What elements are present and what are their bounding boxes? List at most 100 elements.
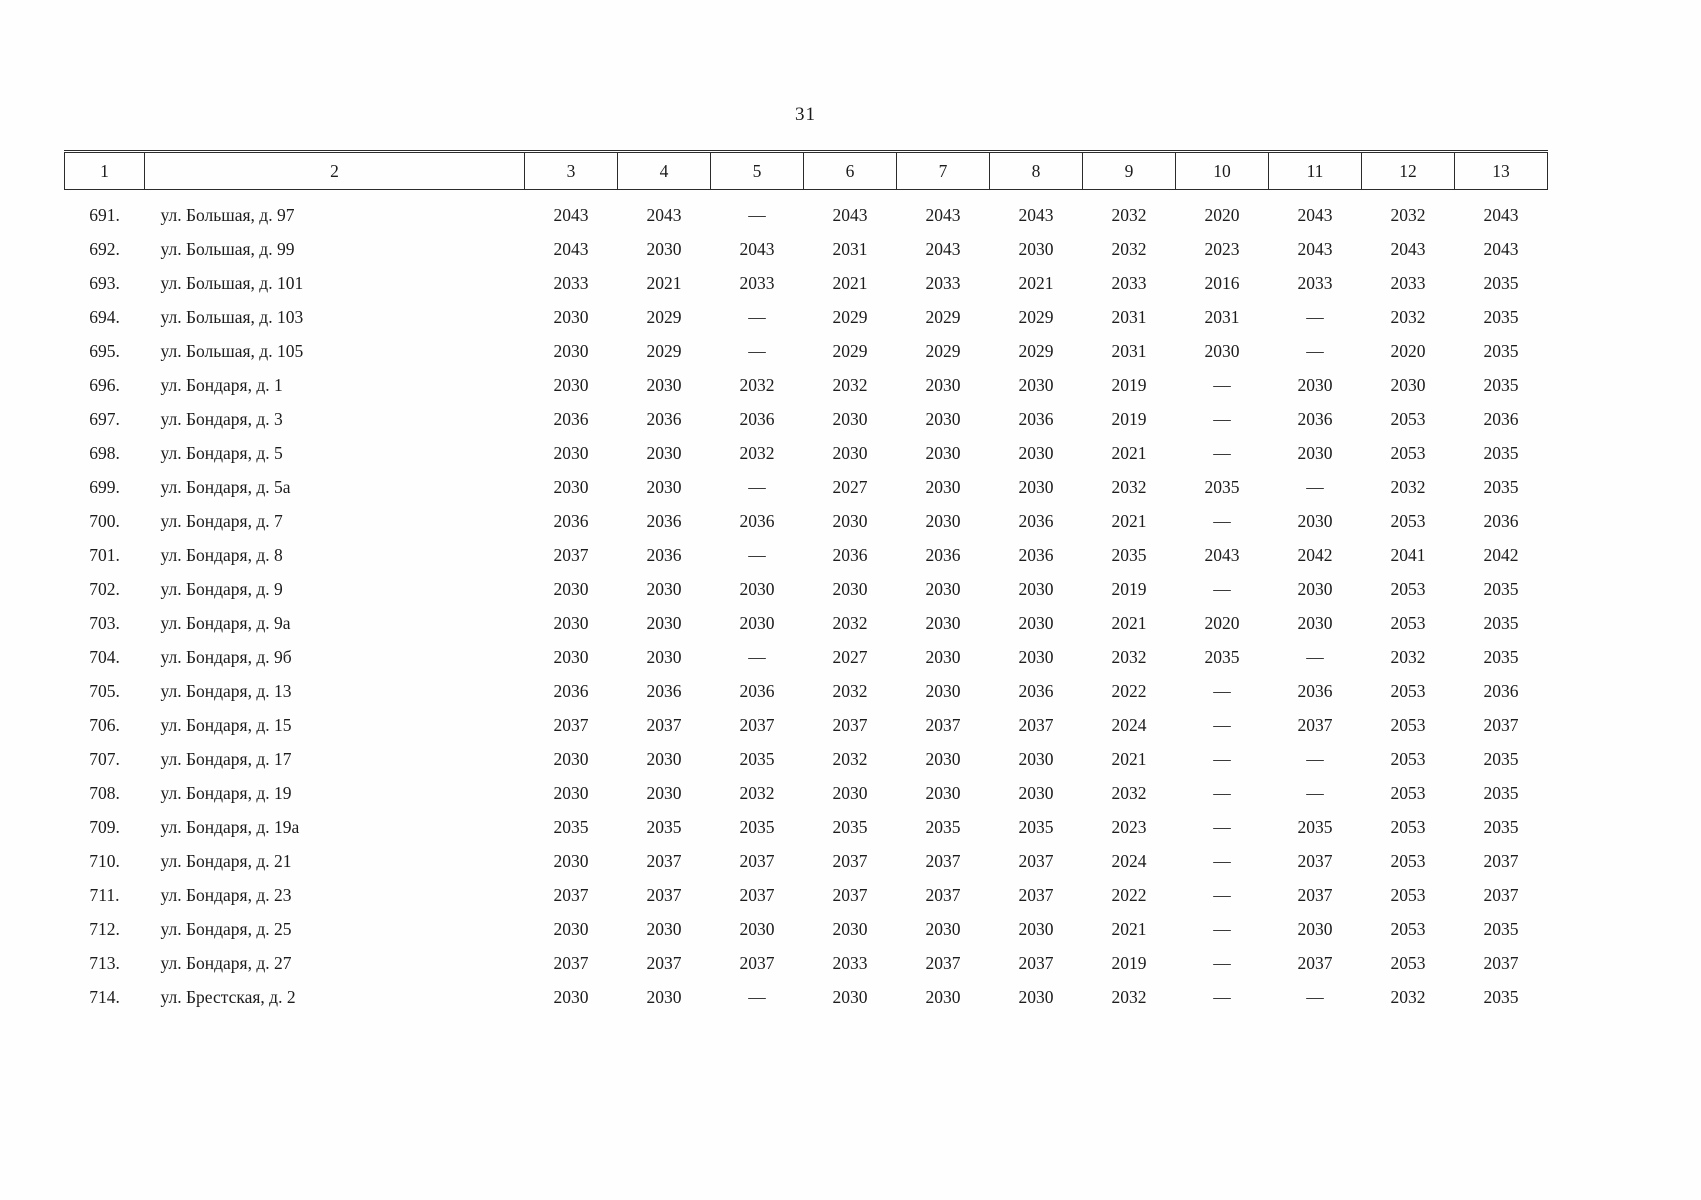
year-cell: 2037 — [1297, 884, 1333, 905]
year-cell: 2037 — [739, 850, 775, 871]
year-cell: 2043 — [1483, 238, 1519, 259]
address-cell: ул. Большая, д. 105 — [160, 340, 304, 361]
year-cell: 2037 — [1483, 714, 1519, 735]
table-row: 711. ул. Бондаря, д. 23 2037 2037 2037 2037 20… — [65, 878, 1548, 912]
year-cell: 2030 — [1297, 510, 1333, 531]
year-cell: 2035 — [1483, 782, 1519, 803]
row-number: 706. — [89, 714, 120, 735]
year-cell: — — [1213, 680, 1231, 701]
row-number: 695. — [89, 340, 120, 361]
year-cell: 2037 — [1018, 850, 1054, 871]
row-number: 700. — [89, 510, 120, 531]
year-cell: 2036 — [1018, 544, 1054, 565]
year-cell: 2037 — [553, 884, 589, 905]
year-cell: 2037 — [739, 884, 775, 905]
row-number: 698. — [89, 442, 120, 463]
year-cell: 2030 — [832, 442, 868, 463]
year-cell: 2036 — [1483, 680, 1519, 701]
address-cell: ул. Бондаря, д. 9 — [160, 578, 283, 599]
year-cell: 2030 — [553, 986, 589, 1007]
year-cell: 2037 — [925, 952, 961, 973]
year-cell: 2030 — [553, 340, 589, 361]
year-cell: 2036 — [553, 408, 589, 429]
year-cell: 2035 — [739, 816, 775, 837]
year-cell: 2030 — [925, 612, 961, 633]
year-cell: 2031 — [832, 238, 868, 259]
address-cell: ул. Бондаря, д. 13 — [160, 680, 292, 701]
table-row: 710. ул. Бондаря, д. 21 2030 2037 2037 2037 20… — [65, 844, 1548, 878]
year-cell: — — [1213, 442, 1231, 463]
year-cell: — — [1213, 714, 1231, 735]
year-cell: 2020 — [1390, 340, 1426, 361]
year-cell: 2030 — [832, 918, 868, 939]
year-cell: 2030 — [1297, 918, 1333, 939]
year-cell: 2043 — [832, 204, 868, 225]
year-cell: 2029 — [832, 340, 868, 361]
year-cell: 2043 — [646, 204, 682, 225]
year-cell: 2035 — [1483, 306, 1519, 327]
year-cell: 2036 — [832, 544, 868, 565]
year-cell: 2030 — [1018, 238, 1054, 259]
year-cell: 2032 — [1111, 646, 1147, 667]
year-cell: 2029 — [1018, 306, 1054, 327]
year-cell: 2035 — [1483, 442, 1519, 463]
year-cell: 2035 — [925, 816, 961, 837]
year-cell: 2035 — [832, 816, 868, 837]
year-cell: 2037 — [553, 544, 589, 565]
address-cell: ул. Бондаря, д. 5 — [160, 442, 283, 463]
row-number: 703. — [89, 612, 120, 633]
year-cell: 2030 — [1018, 918, 1054, 939]
year-cell: 2032 — [832, 612, 868, 633]
year-cell: 2035 — [1483, 476, 1519, 497]
table-row: 698. ул. Бондаря, д. 5 2030 2030 2032 2030 203… — [65, 436, 1548, 470]
year-cell: 2023 — [1204, 238, 1240, 259]
year-cell: 2030 — [925, 748, 961, 769]
year-cell: 2032 — [739, 442, 775, 463]
row-number: 696. — [89, 374, 120, 395]
year-cell: 2053 — [1390, 782, 1426, 803]
year-cell: — — [1213, 408, 1231, 429]
year-cell: 2032 — [739, 374, 775, 395]
year-cell: 2030 — [553, 578, 589, 599]
year-cell: 2030 — [553, 646, 589, 667]
year-cell: 2036 — [1297, 680, 1333, 701]
year-cell: 2036 — [1018, 510, 1054, 531]
year-cell: 2030 — [646, 442, 682, 463]
year-cell: 2035 — [1018, 816, 1054, 837]
year-cell: 2042 — [1297, 544, 1333, 565]
column-header: 12 — [1361, 150, 1455, 190]
column-header: 3 — [524, 150, 618, 190]
year-cell: 2029 — [646, 340, 682, 361]
year-cell: 2030 — [925, 510, 961, 531]
year-cell: 2053 — [1390, 748, 1426, 769]
column-header: 8 — [989, 150, 1083, 190]
year-cell: 2033 — [1390, 272, 1426, 293]
row-number: 699. — [89, 476, 120, 497]
year-cell: 2021 — [832, 272, 868, 293]
table-row: 693. ул. Большая, д. 101 2033 2021 2033 2021 2… — [65, 266, 1548, 300]
year-cell: 2053 — [1390, 612, 1426, 633]
year-cell: 2032 — [1111, 204, 1147, 225]
address-cell: ул. Бондаря, д. 3 — [160, 408, 283, 429]
year-cell: 2037 — [1297, 952, 1333, 973]
year-cell: 2036 — [1018, 408, 1054, 429]
address-cell: ул. Бондаря, д. 5а — [160, 476, 291, 497]
year-cell: 2029 — [925, 340, 961, 361]
column-header: 10 — [1175, 150, 1269, 190]
year-cell: 2035 — [646, 816, 682, 837]
year-cell: 2036 — [646, 680, 682, 701]
year-cell: 2030 — [646, 782, 682, 803]
year-cell: 2033 — [832, 952, 868, 973]
year-cell: 2032 — [1390, 204, 1426, 225]
year-cell: 2020 — [1204, 612, 1240, 633]
address-cell: ул. Бондаря, д. 1 — [160, 374, 283, 395]
year-cell: — — [1213, 850, 1231, 871]
year-cell: — — [748, 476, 766, 497]
year-cell: 2037 — [553, 714, 589, 735]
year-cell: 2030 — [646, 612, 682, 633]
year-cell: 2022 — [1111, 680, 1147, 701]
year-cell: 2053 — [1390, 952, 1426, 973]
year-cell: 2030 — [1018, 782, 1054, 803]
year-cell: 2031 — [1204, 306, 1240, 327]
column-header: 9 — [1082, 150, 1176, 190]
